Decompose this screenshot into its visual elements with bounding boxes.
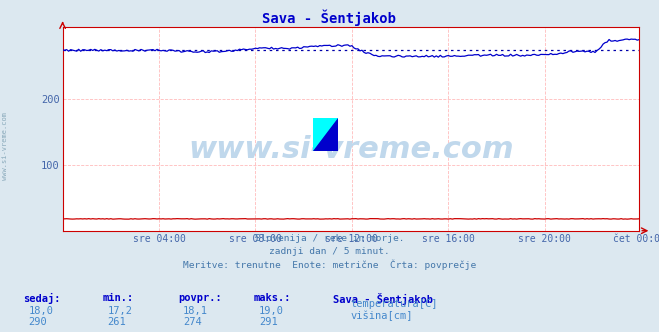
Text: Sava - Šentjakob: Sava - Šentjakob <box>333 293 433 305</box>
Text: Slovenija / reke in morje.: Slovenija / reke in morje. <box>255 234 404 243</box>
Text: 261: 261 <box>107 317 126 327</box>
Text: 291: 291 <box>259 317 277 327</box>
Text: povpr.:: povpr.: <box>178 293 221 303</box>
Text: Sava - Šentjakob: Sava - Šentjakob <box>262 9 397 26</box>
Text: Meritve: trenutne  Enote: metrične  Črta: povprečje: Meritve: trenutne Enote: metrične Črta: … <box>183 259 476 270</box>
Text: www.si-vreme.com: www.si-vreme.com <box>2 112 9 180</box>
Text: 19,0: 19,0 <box>259 306 284 316</box>
Text: sedaj:: sedaj: <box>23 293 61 304</box>
Text: maks.:: maks.: <box>254 293 291 303</box>
Text: 290: 290 <box>28 317 47 327</box>
Text: zadnji dan / 5 minut.: zadnji dan / 5 minut. <box>269 247 390 256</box>
Polygon shape <box>313 118 338 151</box>
Text: min.:: min.: <box>102 293 133 303</box>
Text: višina[cm]: višina[cm] <box>351 310 413 321</box>
Text: www.si-vreme.com: www.si-vreme.com <box>188 134 514 164</box>
Text: 274: 274 <box>183 317 202 327</box>
Text: temperatura[C]: temperatura[C] <box>351 299 438 309</box>
Text: 18,0: 18,0 <box>28 306 53 316</box>
Polygon shape <box>313 118 338 151</box>
Text: 18,1: 18,1 <box>183 306 208 316</box>
Text: 17,2: 17,2 <box>107 306 132 316</box>
